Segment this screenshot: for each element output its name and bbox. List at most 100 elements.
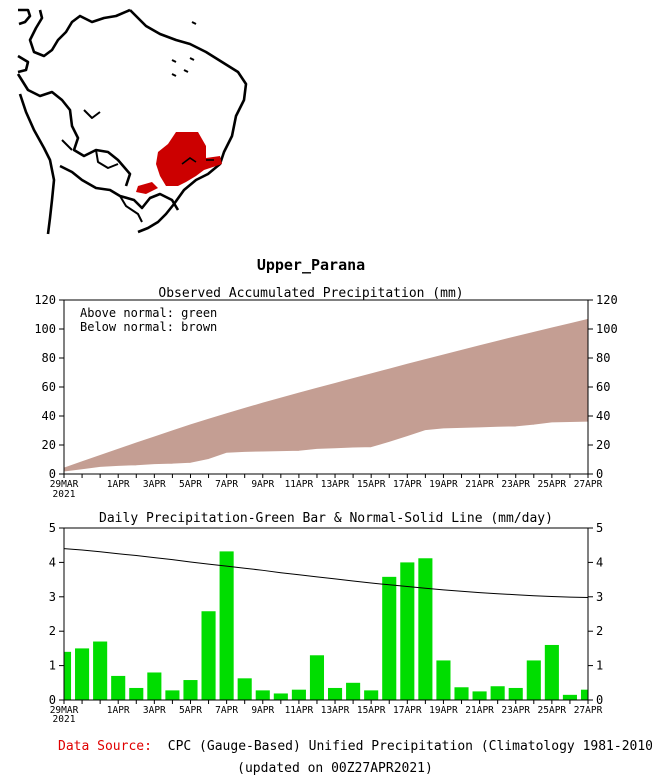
daily-bar [580,689,588,700]
daily-bar [165,690,180,700]
y-tick-label-right: 40 [596,409,610,423]
legend-below-normal: Below normal: brown [80,320,217,334]
y-tick-label-left: 3 [49,590,56,604]
daily-bar [526,660,541,700]
daily-bar [436,660,451,700]
map-internal-borders [61,109,143,223]
daily-bar [508,687,523,700]
upper-parana-region [136,132,222,194]
daily-plot-frame [63,527,589,701]
y-tick-label-left: 100 [34,322,56,336]
x-tick-label: 1APR [107,705,130,716]
daily-y-ticks-right: 0 1 2 3 4 5 [588,521,603,707]
daily-bar [364,690,379,700]
accumulated-x-ticks: 29MAR 1APR 3APR 5APR 7APR 9APR 11APR 13APR 15APR… [50,474,603,490]
below-normal-area [64,318,588,472]
map-coastline-north [17,8,32,74]
x-tick-label: 13APR [321,479,350,490]
y-tick-label-left: 80 [42,351,56,365]
daily-bar [490,686,505,700]
y-tick-label-right: 20 [596,438,610,452]
data-source-line: Data Source: CPC (Gauge-Based) Unified P… [58,739,652,754]
x-tick-label: 21APR [465,479,494,490]
normal-line [63,548,589,598]
y-tick-label-right: 80 [596,351,610,365]
map-coast-east [129,9,248,234]
daily-bar [147,672,162,700]
daily-bar [291,689,306,700]
daily-bar [255,690,270,700]
updated-note: (updated on 00Z27APR2021) [237,761,433,776]
x-tick-label: 29MAR [50,479,79,490]
x-tick-label: 3APR [143,705,166,716]
accumulated-y-ticks-left: 0 20 40 60 80 100 120 [34,293,64,481]
x-tick-label: 23APR [501,705,530,716]
x-tick-label: 1APR [107,479,130,490]
y-tick-label-right: 5 [596,521,603,535]
y-tick-label-right: 0 [596,467,603,481]
daily-x-ticks: 29MAR 1APR 3APR 5APR 7APR 9APR 11APR 13APR 15APR… [50,700,603,716]
daily-x-year: 2021 [53,714,76,725]
x-tick-label: 15APR [357,479,386,490]
map-border-south [59,164,180,211]
daily-bar [454,687,469,700]
legend-above-normal: Above normal: green [80,306,217,320]
y-tick-label-left: 0 [49,467,56,481]
x-tick-label: 17APR [393,705,422,716]
accumulated-chart: Observed Accumulated Precipitation (mm) … [34,286,617,500]
y-tick-label-left: 2 [49,624,56,638]
daily-chart: Daily Precipitation-Green Bar & Normal-S… [49,511,603,725]
daily-bar [544,644,559,700]
y-tick-label-right: 100 [596,322,618,336]
daily-bar [111,675,126,700]
x-tick-label: 25APR [538,705,567,716]
x-tick-label: 19APR [429,479,458,490]
x-tick-label: 5APR [179,705,202,716]
daily-bar [400,562,415,700]
daily-bar [382,576,397,700]
daily-bars [64,551,588,700]
y-tick-label-right: 60 [596,380,610,394]
y-tick-label-right: 120 [596,293,618,307]
x-tick-label: 5APR [179,479,202,490]
daily-bar [309,655,325,700]
daily-bar [129,687,144,700]
x-tick-label: 9APR [251,479,274,490]
daily-bar [183,680,198,700]
map-coast-west [18,93,56,235]
x-tick-label: 7APR [215,479,238,490]
x-tick-label: 21APR [465,705,494,716]
daily-bar [75,648,90,700]
accumulated-y-ticks-right: 0 20 40 60 80 100 120 [588,293,618,481]
x-tick-label: 7APR [215,705,238,716]
daily-bar [273,693,288,700]
data-source-text: CPC (Gauge-Based) Unified Precipitation … [168,739,652,754]
map-border-west [16,73,132,187]
y-tick-label-right: 2 [596,624,603,638]
y-tick-label-left: 60 [42,380,56,394]
y-tick-label-right: 1 [596,659,603,673]
daily-y-ticks-left: 0 1 2 3 4 5 [49,521,64,707]
y-tick-label-left: 40 [42,409,56,423]
x-tick-label: 23APR [501,479,530,490]
daily-bar [237,678,252,700]
x-tick-label: 3APR [143,479,166,490]
x-tick-label: 27APR [574,479,603,490]
region-name: Upper_Parana [257,256,365,274]
y-tick-label-right: 0 [596,693,603,707]
daily-bar [327,687,343,700]
south-america-map [16,8,248,235]
y-tick-label-left: 0 [49,693,56,707]
accumulated-title: Observed Accumulated Precipitation (mm) [158,286,463,301]
x-tick-label: 11APR [285,705,314,716]
daily-bar [418,558,433,700]
x-tick-label: 13APR [321,705,350,716]
daily-bar [219,551,234,700]
map-border-north [28,8,131,58]
y-tick-label-right: 3 [596,590,603,604]
x-tick-label: 11APR [285,479,314,490]
y-tick-label-left: 4 [49,555,56,569]
data-source-label: Data Source: [58,739,152,754]
